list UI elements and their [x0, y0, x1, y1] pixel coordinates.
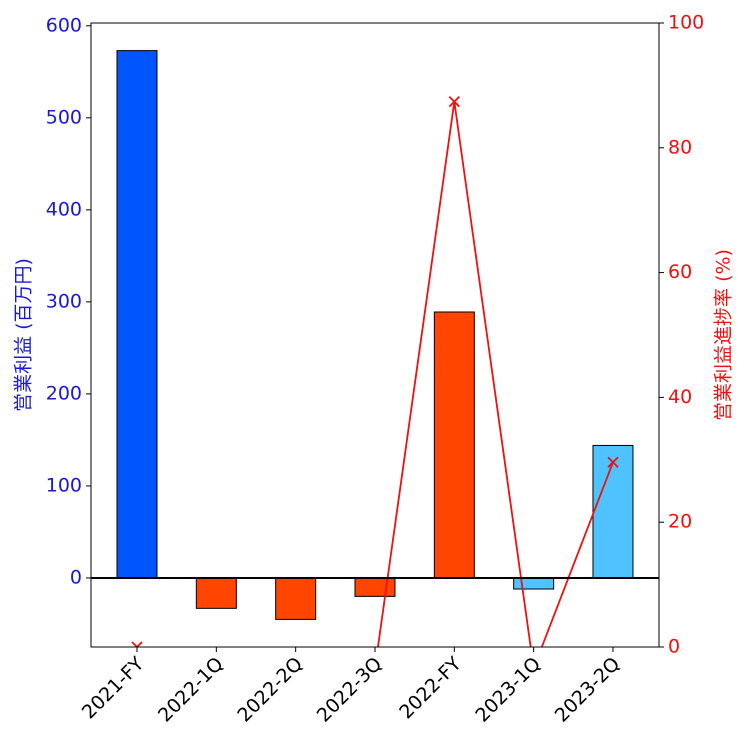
x-tick-label: 2022-FY	[395, 653, 466, 724]
x-tick-label: 2023-1Q	[471, 653, 545, 727]
line-marker	[131, 641, 143, 647]
x-tick-label: 2022-2Q	[233, 653, 307, 727]
y2-tick-label: 40	[668, 386, 692, 408]
x-tick-label: 2022-1Q	[154, 653, 228, 727]
y-tick-label: 500	[46, 106, 82, 128]
line-marker	[607, 456, 619, 468]
y-axis-label: 営業利益 (百万円)	[13, 258, 35, 412]
y2-tick-label: 80	[668, 136, 692, 158]
bar	[116, 50, 158, 579]
y-tick-label: 400	[46, 198, 82, 220]
x-tick-label: 2022-3Q	[313, 653, 387, 727]
x-tick-label: 2023-2Q	[551, 653, 625, 727]
bar	[592, 444, 634, 579]
y2-tick-label: 100	[668, 12, 704, 34]
plot-area	[116, 50, 634, 739]
bar	[354, 577, 396, 597]
bar	[433, 311, 475, 579]
y-tick-label: 600	[46, 14, 82, 36]
bar	[195, 577, 237, 609]
y-tick-label: 100	[46, 474, 82, 496]
bar	[275, 577, 317, 620]
x-tick-label: 2021-FY	[78, 653, 149, 724]
line	[137, 101, 614, 647]
y-tick-label: 200	[46, 382, 82, 404]
y2-tick-label: 0	[668, 636, 680, 658]
line-marker	[291, 729, 301, 739]
y-tick-label: 300	[46, 290, 82, 312]
line-marker	[448, 95, 460, 108]
y2-tick-label: 20	[668, 511, 692, 533]
y2-tick-label: 60	[668, 261, 692, 283]
bar	[513, 577, 555, 590]
plot-frame	[90, 22, 660, 648]
y-tick-label: 0	[70, 566, 82, 588]
y2-axis-label: 営業利益進捗率 (%)	[713, 249, 735, 421]
